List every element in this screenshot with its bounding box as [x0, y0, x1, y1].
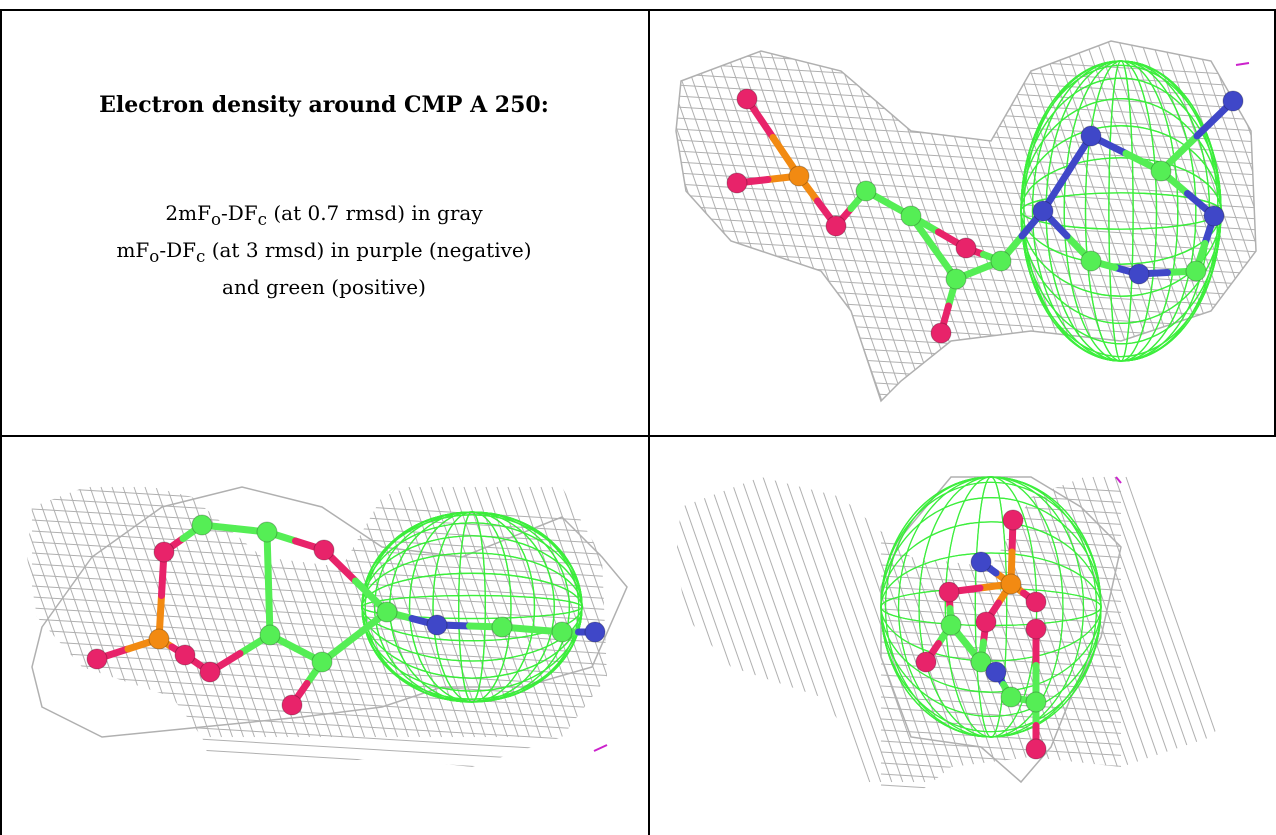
- carbon-atom: [376, 601, 398, 623]
- carbon-atom: [1025, 691, 1047, 713]
- caption-line-3: and green (positive): [222, 275, 426, 299]
- nitrogen-atom: [584, 621, 606, 643]
- nitrogen-atom: [970, 551, 992, 573]
- border-top: [0, 9, 1276, 11]
- negative-density-mark: [1235, 62, 1250, 66]
- carbon-atom: [311, 651, 333, 673]
- oxygen-atom: [153, 541, 175, 563]
- oxygen-atom: [86, 648, 108, 670]
- oxygen-atom: [938, 581, 960, 603]
- border-right: [1274, 9, 1276, 435]
- oxygen-atom: [1025, 591, 1047, 613]
- carbon-atom: [945, 268, 967, 290]
- carbon-atom: [900, 205, 922, 227]
- view-bottom-left: [2, 437, 647, 835]
- green-density-mesh: [361, 511, 583, 703]
- oxygen-atom: [174, 644, 196, 666]
- nitrogen-atom: [985, 661, 1007, 683]
- caption-line-1: 2mFo-DFc (at 0.7 rmsd) in gray: [165, 201, 483, 229]
- nitrogen-atom: [1032, 200, 1054, 222]
- caption-line-2: mFo-DFc (at 3 rmsd) in purple (negative): [116, 238, 532, 266]
- nitrogen-atom: [1203, 205, 1225, 227]
- phosphorus-atom: [1000, 573, 1022, 595]
- oxygen-atom: [313, 539, 335, 561]
- oxygen-atom: [199, 661, 221, 683]
- phosphorus-atom: [148, 628, 170, 650]
- carbon-atom: [259, 624, 281, 646]
- caption-description: 2mFo-DFc (at 0.7 rmsd) in gray mFo-DFc (…: [0, 198, 648, 302]
- carbon-atom: [1150, 160, 1172, 182]
- carbon-atom: [256, 521, 278, 543]
- carbon-atom: [191, 514, 213, 536]
- cmp-molecule: [726, 88, 1244, 344]
- carbon-atom: [990, 250, 1012, 272]
- oxygen-atom: [281, 694, 303, 716]
- oxygen-atom: [726, 172, 748, 194]
- border-center: [648, 9, 650, 835]
- border-left: [0, 9, 2, 835]
- view-top-right: [651, 11, 1273, 434]
- nitrogen-atom: [1080, 125, 1102, 147]
- oxygen-atom: [955, 237, 977, 259]
- cmp-molecule: [86, 514, 606, 716]
- oxygen-atom: [1025, 618, 1047, 640]
- caption-title: Electron density around CMP A 250:: [99, 92, 549, 118]
- phosphorus-atom: [788, 165, 810, 187]
- oxygen-atom: [736, 88, 758, 110]
- nitrogen-atom: [1222, 90, 1244, 112]
- oxygen-atom: [825, 215, 847, 237]
- carbon-atom: [551, 621, 573, 643]
- border-middle: [0, 435, 1276, 437]
- negative-density-mark: [1115, 476, 1122, 484]
- carbon-atom: [855, 180, 877, 202]
- oxygen-atom: [930, 322, 952, 344]
- oxygen-atom: [915, 651, 937, 673]
- green-density-mesh: [880, 476, 1102, 738]
- oxygen-atom: [975, 611, 997, 633]
- negative-density-mark: [593, 744, 608, 752]
- cmp-molecule: [915, 509, 1047, 760]
- view-bottom-right: [651, 437, 1276, 835]
- carbon-atom: [970, 651, 992, 673]
- carbon-atom: [1000, 686, 1022, 708]
- carbon-atom: [940, 614, 962, 636]
- nitrogen-atom: [426, 614, 448, 636]
- carbon-atom: [1080, 250, 1102, 272]
- nitrogen-atom: [1128, 263, 1150, 285]
- oxygen-atom: [1025, 738, 1047, 760]
- carbon-atom: [1185, 260, 1207, 282]
- oxygen-atom: [1002, 509, 1024, 531]
- carbon-atom: [491, 616, 513, 638]
